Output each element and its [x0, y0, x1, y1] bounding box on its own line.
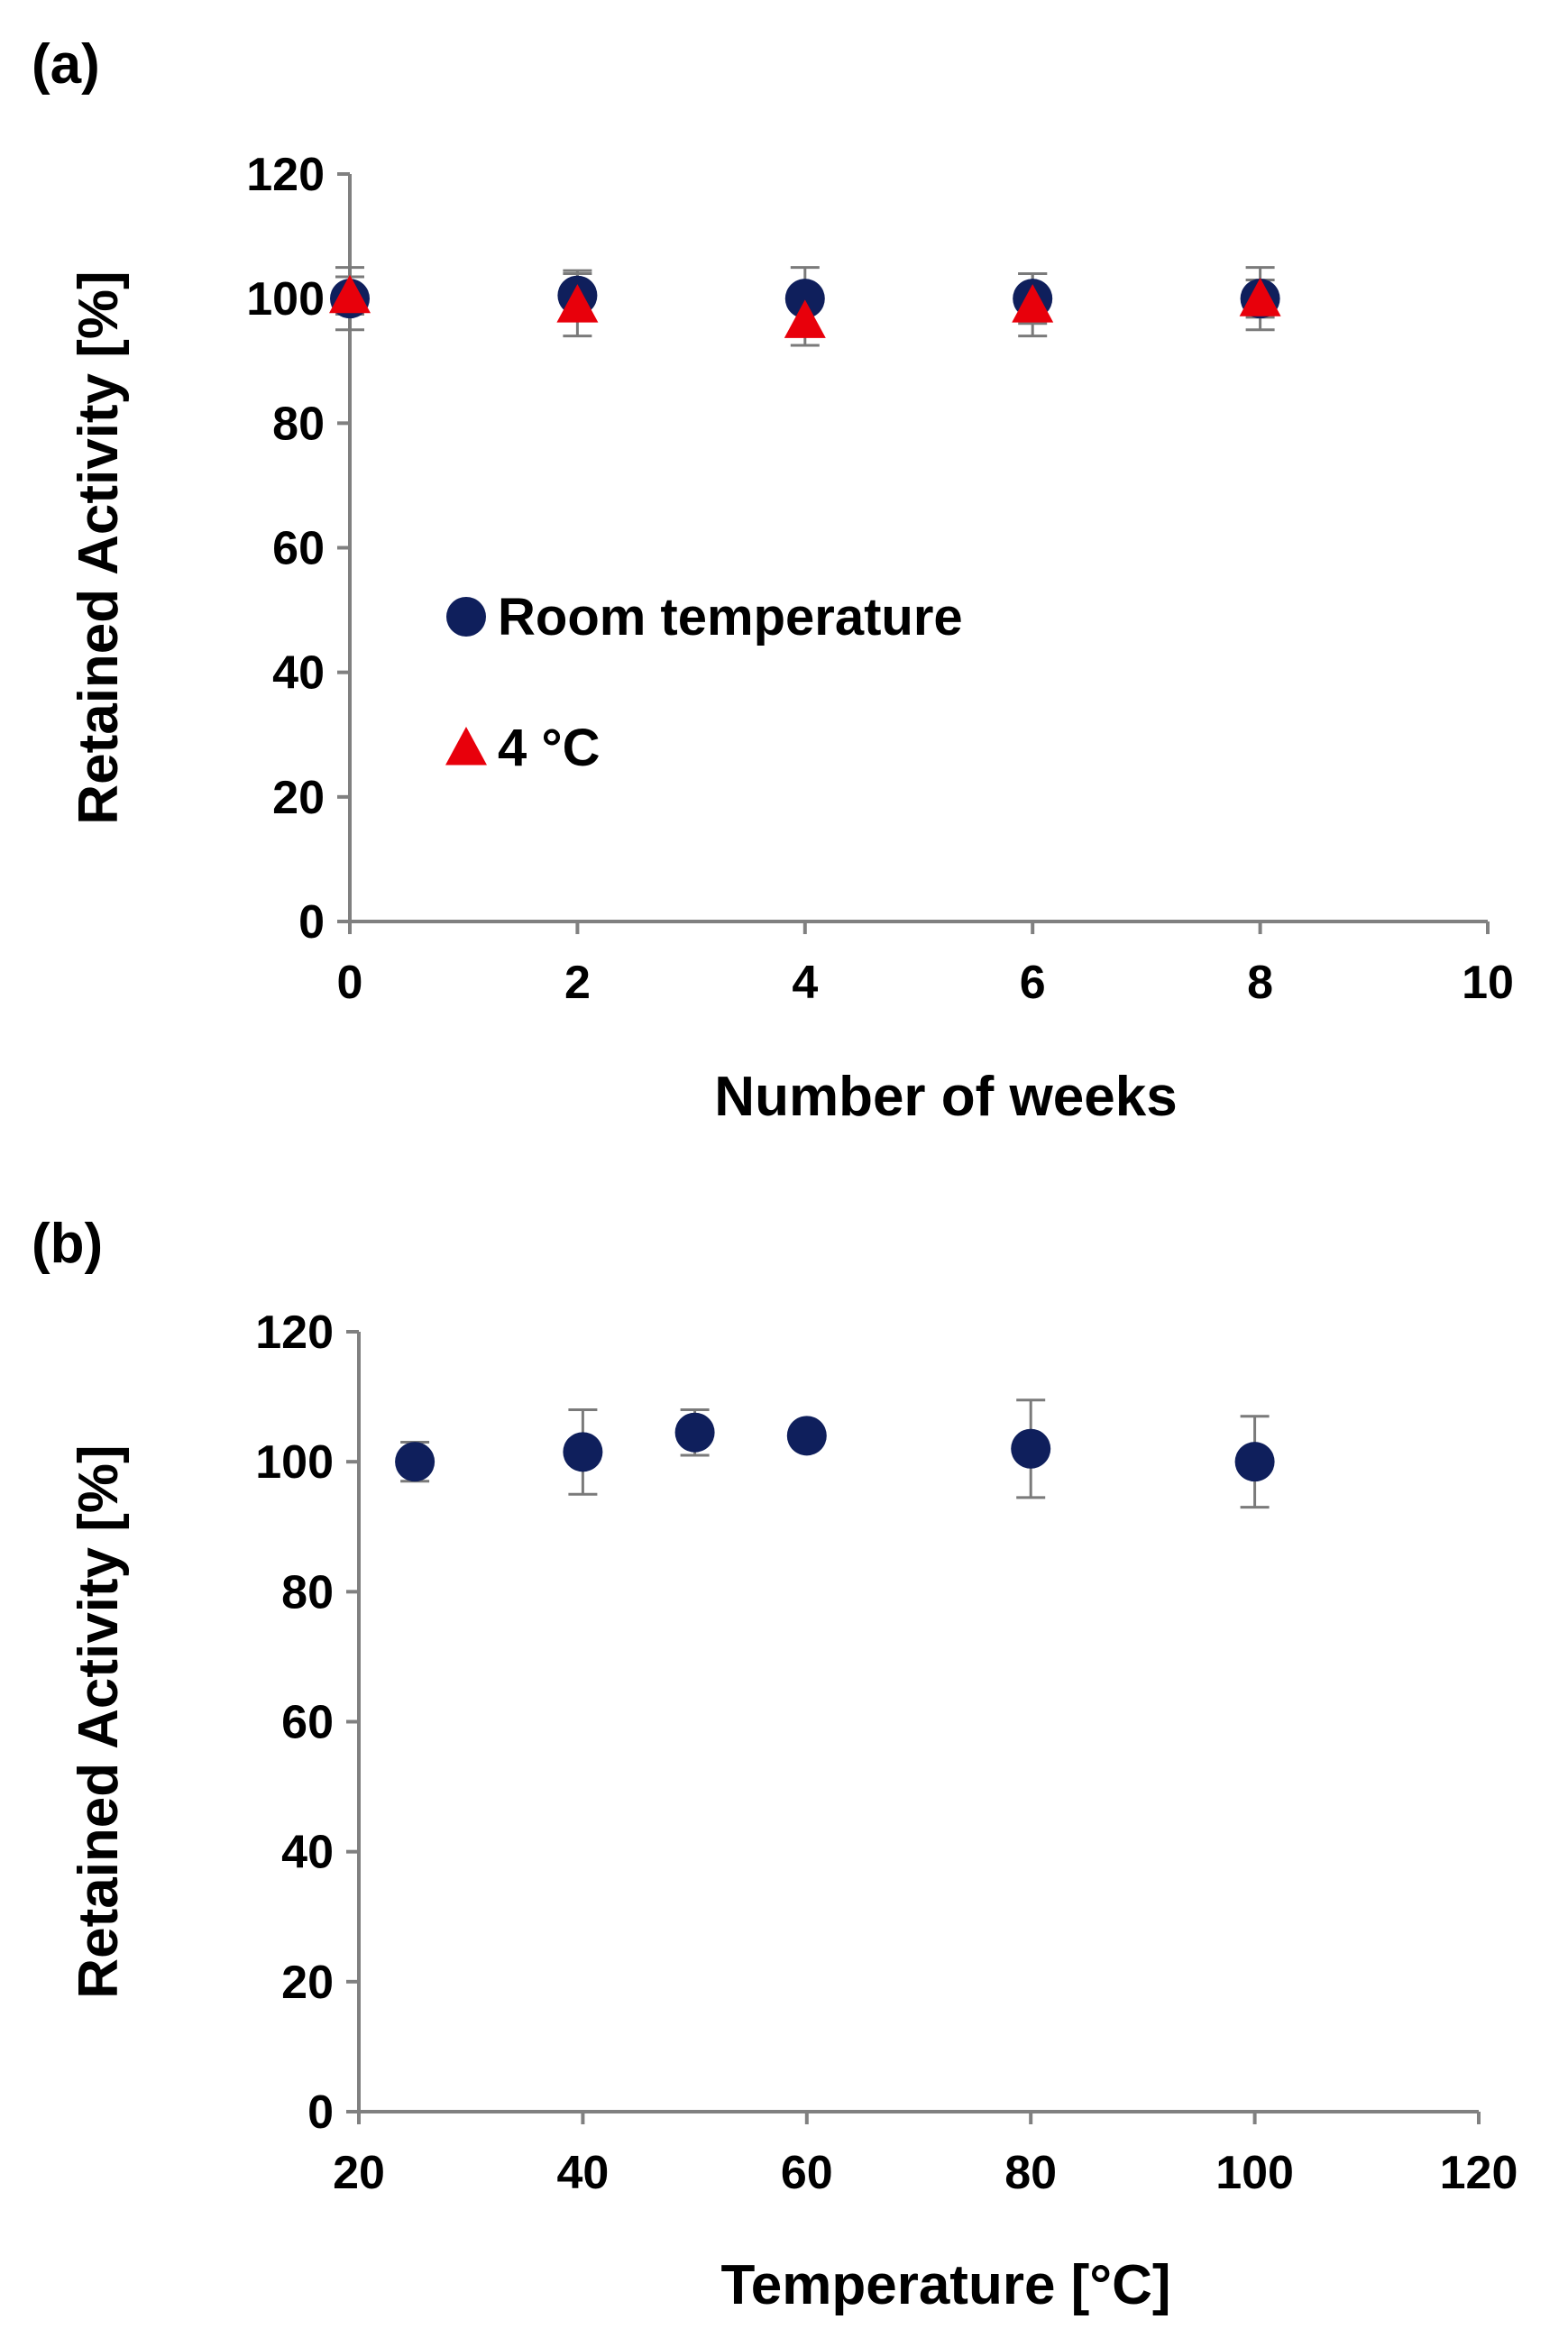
y-tick-label: 40: [281, 1827, 334, 1879]
y-tick-label: 80: [272, 398, 325, 450]
y-tick-label: 80: [281, 1566, 334, 1618]
y-tick-label: 100: [246, 273, 325, 325]
x-tick-label: 0: [337, 957, 363, 1009]
legend-circle-icon: [446, 597, 486, 637]
legend-label-1: Room temperature: [498, 588, 963, 646]
data-point-circle-series-1: [674, 1412, 715, 1453]
y-tick-label: 20: [281, 1957, 334, 2009]
y-tick-label: 120: [255, 1307, 334, 1359]
x-tick-label: 100: [1215, 2147, 1294, 2199]
chart-panel-b: (b) 0 20 40 60 80 100 120 20 40 60 80 100 120 Temperat…: [32, 1213, 1518, 2316]
x-tick-label: 80: [1004, 2147, 1057, 2199]
data-point-triangle-series-2: [1012, 284, 1054, 323]
y-tick-label: 20: [272, 772, 325, 824]
x-axis-title: Temperature [°C]: [720, 2254, 1170, 2316]
legend-triangle-icon: [445, 727, 487, 766]
x-tick-label: 6: [1020, 957, 1046, 1009]
legend-label-2: 4 °C: [498, 719, 600, 777]
panel-label: (b): [32, 1213, 103, 1275]
x-tick-label: 2: [564, 957, 591, 1009]
data-point-circle-series-1: [786, 1416, 827, 1456]
y-tick-label: 0: [298, 896, 325, 949]
data-point-circle-series-1: [784, 279, 825, 319]
data-point-triangle-series-2: [329, 274, 371, 314]
x-tick-label: 60: [781, 2147, 833, 2199]
x-tick-label: 120: [1440, 2147, 1518, 2199]
x-axis-title: Number of weeks: [714, 1066, 1177, 1128]
x-tick-label: 40: [556, 2147, 609, 2199]
x-tick-label: 10: [1462, 957, 1514, 1009]
data-point-triangle-series-2: [556, 284, 599, 323]
y-tick-label: 60: [281, 1697, 334, 1749]
data-point-circle-series-1: [563, 1432, 603, 1472]
data-point-circle-series-1: [1234, 1442, 1275, 1482]
y-tick-label: 120: [246, 149, 325, 201]
data-point-circle-series-1: [395, 1442, 436, 1482]
y-tick-label: 60: [272, 523, 325, 575]
x-tick-label: 8: [1247, 957, 1273, 1009]
y-axis-title: Retained Activity [%]: [68, 270, 130, 824]
x-tick-label: 20: [333, 2147, 385, 2199]
chart-panel-a: (a) 0 20 40 60 80 100 120 0 2 4 6 8 10 Number of weeks…: [32, 33, 1514, 1128]
y-tick-label: 40: [272, 647, 325, 700]
y-axis-title: Retained Activity [%]: [68, 1444, 130, 1998]
data-point-triangle-series-2: [1239, 278, 1281, 316]
data-point-triangle-series-2: [784, 299, 826, 338]
data-point-circle-series-1: [1011, 1428, 1051, 1469]
panel-label: (a): [32, 33, 100, 96]
x-tick-label: 4: [792, 957, 818, 1009]
y-tick-label: 0: [307, 2086, 334, 2139]
y-tick-label: 100: [255, 1436, 334, 1489]
